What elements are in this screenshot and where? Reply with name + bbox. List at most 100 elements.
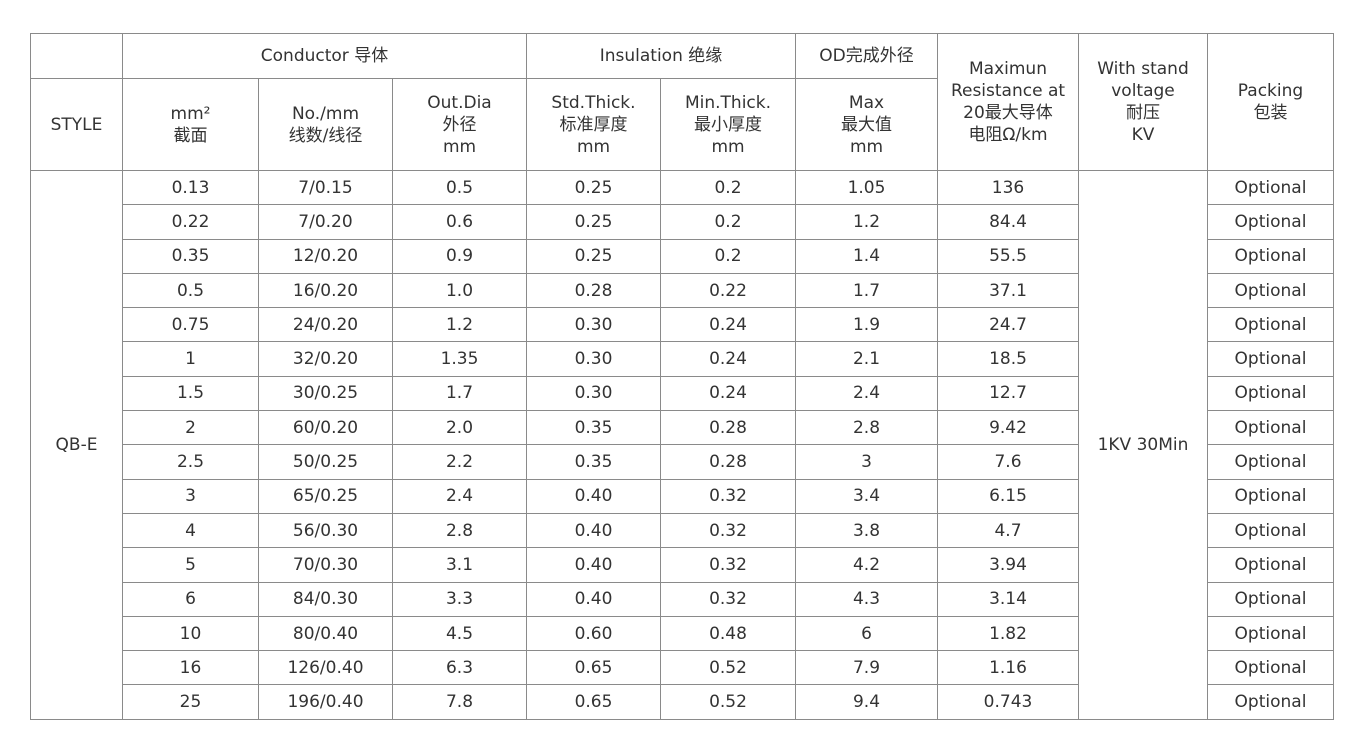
cell-area: 5	[122, 547, 259, 583]
cell-resistance: 55.5	[937, 238, 1079, 274]
cell-resistance: 3.94	[937, 547, 1079, 583]
cell-area: 3	[122, 478, 259, 514]
cell-max: 1.9	[795, 307, 938, 343]
cell-std-thick: 0.65	[526, 684, 661, 720]
cell-std-thick: 0.25	[526, 169, 661, 206]
cell-strands: 32/0.20	[258, 341, 393, 377]
cell-area: 0.22	[122, 204, 259, 240]
header-packing: Packing 包装	[1207, 33, 1334, 171]
cell-max: 6	[795, 615, 938, 652]
cell-max: 1.2	[795, 204, 938, 240]
cell-std-thick: 0.30	[526, 375, 661, 412]
cell-min-thick: 0.32	[660, 478, 796, 514]
cell-strands: 30/0.25	[258, 375, 393, 412]
cell-resistance: 12.7	[937, 375, 1079, 412]
header-strands: No./mm 线数/线径	[258, 78, 393, 171]
cell-min-thick: 0.2	[660, 169, 796, 206]
cell-strands: 126/0.40	[258, 650, 393, 686]
cell-resistance: 1.16	[937, 650, 1079, 686]
cell-packing: Optional	[1207, 478, 1334, 514]
table-row: 6 84/0.30 3.3 0.40 0.32 4.3 3.14 Optional	[31, 581, 1334, 617]
header-style	[30, 33, 123, 79]
cell-resistance: 84.4	[937, 204, 1079, 240]
cell-style: QB-E	[30, 170, 123, 720]
cell-area: 2.5	[122, 444, 259, 480]
cell-outdia: 3.1	[392, 547, 527, 583]
cell-max: 3.8	[795, 512, 938, 549]
cell-std-thick: 0.25	[526, 238, 661, 274]
cell-max: 2.1	[795, 341, 938, 377]
cell-area: 0.35	[122, 238, 259, 274]
table-body: QB-E 0.13 7/0.15 0.5 0.25 0.2 1.05 136 1KV 30Min…	[30, 169, 1334, 720]
cell-min-thick: 0.28	[660, 444, 796, 480]
header-style-label: STYLE	[30, 78, 123, 171]
table-row: 5 70/0.30 3.1 0.40 0.32 4.2 3.94 Optional	[31, 547, 1334, 583]
cell-outdia: 4.5	[392, 615, 527, 652]
cell-outdia: 2.0	[392, 410, 527, 446]
cell-area: 10	[122, 615, 259, 652]
cell-outdia: 2.2	[392, 444, 527, 480]
cell-max: 3	[795, 444, 938, 480]
cell-area: 0.5	[122, 272, 259, 309]
cell-packing: Optional	[1207, 444, 1334, 480]
cell-std-thick: 0.30	[526, 307, 661, 343]
header-insulation: Insulation 绝缘	[526, 33, 796, 79]
cell-outdia: 1.35	[392, 341, 527, 377]
cell-std-thick: 0.35	[526, 444, 661, 480]
cell-min-thick: 0.52	[660, 650, 796, 686]
cell-min-thick: 0.52	[660, 684, 796, 720]
cell-max: 2.8	[795, 410, 938, 446]
cell-area: 6	[122, 581, 259, 617]
cell-area: 25	[122, 684, 259, 720]
cell-strands: 65/0.25	[258, 478, 393, 514]
cell-strands: 12/0.20	[258, 238, 393, 274]
cell-packing: Optional	[1207, 272, 1334, 309]
cell-strands: 24/0.20	[258, 307, 393, 343]
cell-packing: Optional	[1207, 238, 1334, 274]
cell-resistance: 1.82	[937, 615, 1079, 652]
table-row: 0.22 7/0.20 0.6 0.25 0.2 1.2 84.4 Optional	[31, 204, 1334, 240]
cell-packing: Optional	[1207, 615, 1334, 652]
cell-packing: Optional	[1207, 684, 1334, 720]
cell-min-thick: 0.2	[660, 238, 796, 274]
cell-max: 1.4	[795, 238, 938, 274]
table-row: 0.75 24/0.20 1.2 0.30 0.24 1.9 24.7 Optional	[31, 307, 1334, 343]
header-conductor: Conductor 导体	[122, 33, 527, 79]
header-std-thick: Std.Thick. 标准厚度 mm	[526, 78, 661, 171]
table-row: 10 80/0.40 4.5 0.60 0.48 6 1.82 Optional	[31, 615, 1334, 652]
cell-outdia: 1.2	[392, 307, 527, 343]
cell-min-thick: 0.24	[660, 375, 796, 412]
cell-resistance: 37.1	[937, 272, 1079, 309]
cell-strands: 60/0.20	[258, 410, 393, 446]
cell-std-thick: 0.35	[526, 410, 661, 446]
cell-std-thick: 0.25	[526, 204, 661, 240]
cell-min-thick: 0.22	[660, 272, 796, 309]
cell-packing: Optional	[1207, 650, 1334, 686]
table-row: 0.35 12/0.20 0.9 0.25 0.2 1.4 55.5 Optional	[31, 238, 1334, 274]
cell-std-thick: 0.40	[526, 581, 661, 617]
cell-min-thick: 0.2	[660, 204, 796, 240]
table-row: 0.5 16/0.20 1.0 0.28 0.22 1.7 37.1 Optional	[31, 272, 1334, 309]
cell-area: 4	[122, 512, 259, 549]
cell-packing: Optional	[1207, 512, 1334, 549]
cell-max: 4.2	[795, 547, 938, 583]
cell-outdia: 7.8	[392, 684, 527, 720]
cell-min-thick: 0.32	[660, 512, 796, 549]
header-area: mm² 截面	[122, 78, 259, 171]
table-row: 25 196/0.40 7.8 0.65 0.52 9.4 0.743 Optional	[31, 684, 1334, 720]
header-od: OD完成外径	[795, 33, 938, 79]
cell-area: 2	[122, 410, 259, 446]
cell-max: 2.4	[795, 375, 938, 412]
cell-area: 0.75	[122, 307, 259, 343]
cell-strands: 196/0.40	[258, 684, 393, 720]
cell-min-thick: 0.32	[660, 581, 796, 617]
cell-packing: Optional	[1207, 581, 1334, 617]
header-outdia: Out.Dia 外径 mm	[392, 78, 527, 171]
cell-outdia: 1.7	[392, 375, 527, 412]
table-row: 1.5 30/0.25 1.7 0.30 0.24 2.4 12.7 Optional	[31, 375, 1334, 412]
table-row: 4 56/0.30 2.8 0.40 0.32 3.8 4.7 Optional	[31, 512, 1334, 549]
cell-area: 1	[122, 341, 259, 377]
header-resistance: Maximun Resistance at 20最大导体 电阻Ω/km	[937, 33, 1079, 171]
cell-strands: 7/0.15	[258, 169, 393, 206]
cell-max: 1.05	[795, 169, 938, 206]
